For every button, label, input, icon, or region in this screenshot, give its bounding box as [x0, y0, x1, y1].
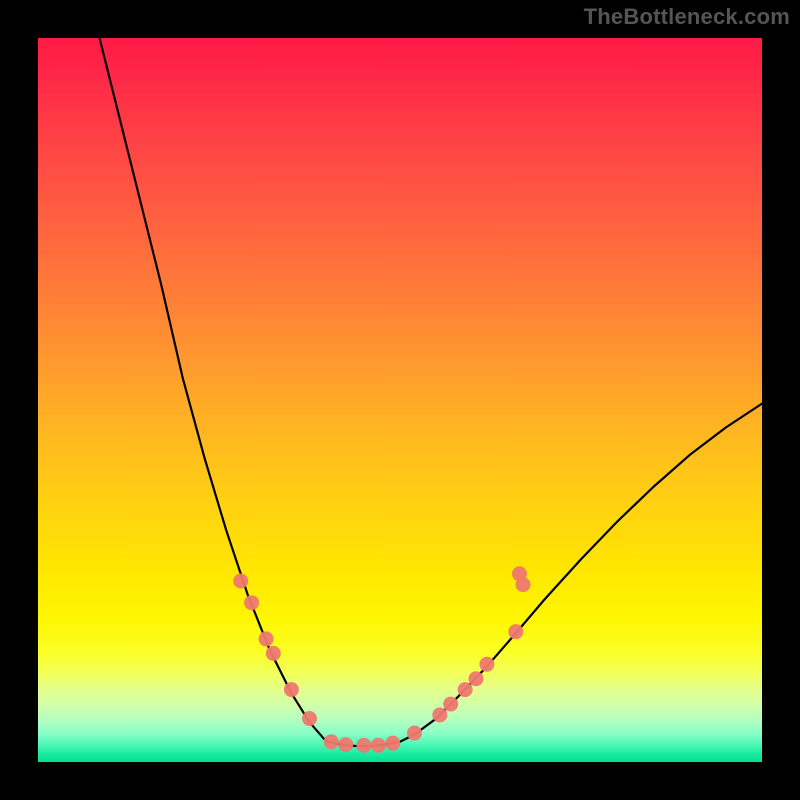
data-marker: [259, 632, 273, 646]
data-marker: [284, 683, 298, 697]
data-marker: [480, 657, 494, 671]
data-marker: [303, 712, 317, 726]
data-marker: [324, 735, 338, 749]
data-marker: [458, 683, 472, 697]
data-marker: [245, 596, 259, 610]
data-marker: [469, 672, 483, 686]
data-marker: [386, 736, 400, 750]
data-marker: [371, 738, 385, 752]
chart-container: TheBottleneck.com: [0, 0, 800, 800]
data-marker: [266, 646, 280, 660]
data-marker: [509, 625, 523, 639]
data-marker: [444, 697, 458, 711]
bottleneck-chart: [0, 0, 800, 800]
data-marker: [407, 726, 421, 740]
gradient-background: [38, 38, 762, 762]
data-marker: [433, 708, 447, 722]
data-marker: [234, 574, 248, 588]
data-marker: [512, 567, 526, 581]
data-marker: [339, 738, 353, 752]
data-marker: [357, 738, 371, 752]
watermark-text: TheBottleneck.com: [584, 4, 790, 30]
